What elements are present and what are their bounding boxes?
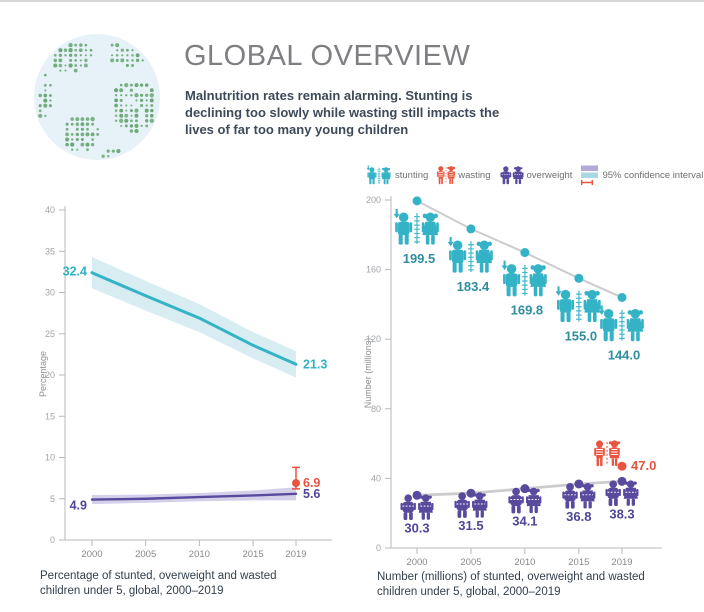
x-tick-label: 2015 <box>242 549 263 560</box>
wasting-value: 6.9 <box>303 476 320 490</box>
y-axis-title: Percentage <box>38 351 48 397</box>
wasting-value-2019: 47.0 <box>631 458 656 473</box>
x-tick-label: 2010 <box>514 557 535 568</box>
wasting-pictogram-2019 <box>594 440 620 466</box>
y-tick-label: 20 <box>45 370 55 380</box>
ci-teal-band <box>581 172 599 178</box>
right-chart-caption: Number (millions) of stunted, overweight… <box>377 571 645 598</box>
stunting-value-2015: 155.0 <box>565 328 598 343</box>
chart-legend: stunting wasting overweight 95% confiden… <box>366 162 704 188</box>
overweight-line <box>90 492 298 501</box>
ci-purple-band <box>581 165 599 171</box>
y-tick-label: 120 <box>366 334 381 344</box>
x-tick-label: 2005 <box>460 557 481 568</box>
stunting-dot-2005 <box>466 224 476 234</box>
legend-label-overweight: overweight <box>526 169 573 181</box>
x-tick-label: 2000 <box>81 549 102 560</box>
legend-label-wasting: wasting <box>458 169 491 181</box>
y-tick-label: 15 <box>45 411 55 421</box>
stunting-value-2005: 183.4 <box>457 279 490 294</box>
stunting-pictogram-2005 <box>448 237 493 273</box>
overweight-value-2000: 30.3 <box>404 520 429 535</box>
legend-label-confidence-interval: 95% confidence interval <box>602 169 704 181</box>
y-tick-label: 200 <box>366 195 381 205</box>
left-chart-caption: Percentage of stunted, overweight and wa… <box>40 570 277 597</box>
y-tick-label: 10 <box>45 453 55 463</box>
stunting-line <box>90 271 298 366</box>
stunting-start-value: 32.4 <box>63 265 87 279</box>
y-tick-label: 25 <box>45 329 55 339</box>
globe-icon <box>34 34 160 160</box>
legend-item-stunting: stunting <box>366 165 428 185</box>
stunting-end-value: 21.3 <box>303 357 327 371</box>
overweight-end-value: 5.6 <box>303 487 320 501</box>
overweight-start-value: 4.9 <box>70 499 87 513</box>
x-tick-label: 2019 <box>611 557 632 568</box>
stunting-value-2010: 169.8 <box>511 303 544 318</box>
stunting-dot-2019 <box>617 292 627 302</box>
stunting-pictogram-2000 <box>394 209 439 245</box>
confidence-interval-swatch <box>581 165 599 185</box>
y-tick-label: 80 <box>371 404 381 414</box>
legend-item-overweight: overweight <box>500 165 573 185</box>
y-axis-title: Number (millions) <box>363 338 373 409</box>
page-title: GLOBAL OVERVIEW <box>184 40 471 72</box>
stunting-dot-2000 <box>412 196 422 206</box>
page-subtitle: Malnutrition rates remain alarming. Stun… <box>185 88 500 137</box>
overweight-value-2019: 38.3 <box>609 506 634 521</box>
y-tick-label: 40 <box>371 473 381 483</box>
x-tick-label: 2005 <box>135 549 156 560</box>
x-tick-label: 2000 <box>406 557 427 568</box>
overweight-dot-2015 <box>574 479 584 489</box>
stunting-dot-2010 <box>520 248 530 258</box>
overweight-dot-2000 <box>412 490 422 500</box>
stunting-pictogram-2019 <box>599 306 644 342</box>
overweight-dot-2005 <box>466 488 476 498</box>
x-tick-label: 2019 <box>285 549 306 560</box>
y-tick-label: 40 <box>45 205 55 215</box>
y-tick-label: 160 <box>366 265 381 275</box>
legend-item-confidence-interval: 95% confidence interval <box>581 164 703 186</box>
stunting-dot-2015 <box>574 273 584 283</box>
legend-item-wasting: wasting <box>437 165 491 185</box>
overweight-value-2015: 36.8 <box>566 509 591 524</box>
y-tick-label: 30 <box>45 288 55 298</box>
y-tick-label: 5 <box>50 494 55 504</box>
stunting-pictogram-2015 <box>555 286 600 322</box>
overweight-dot-2010 <box>520 484 530 494</box>
number-millions-chart: 0 40 80 120 160 200 2000 2005 2010 2015 2019 Number… <box>363 195 662 568</box>
wasting-dot-2019 <box>617 461 627 471</box>
y-tick-label: 0 <box>50 535 55 545</box>
overweight-value-2010: 34.1 <box>512 514 537 529</box>
y-tick-label: 0 <box>376 543 381 553</box>
stunting-value-2019: 144.0 <box>608 347 641 362</box>
globe-continent-dots <box>38 42 154 158</box>
legend-label-stunting: stunting <box>395 169 429 181</box>
y-tick-label: 35 <box>45 246 55 256</box>
x-tick-label: 2010 <box>189 549 210 560</box>
x-tick-label: 2015 <box>568 557 589 568</box>
overweight-value-2005: 31.5 <box>458 518 483 533</box>
stunting-pictogram-2010 <box>502 261 547 297</box>
stunting-value-2000: 199.5 <box>403 251 436 266</box>
overweight-dot-2019 <box>617 476 627 486</box>
wasting-point <box>292 479 300 488</box>
ci-error-bar-glyph <box>581 180 594 185</box>
percentage-chart: 0 5 10 15 20 25 30 35 40 2000 2005 2010 2015 2019 Perc… <box>38 205 332 560</box>
top-divider <box>0 0 704 2</box>
